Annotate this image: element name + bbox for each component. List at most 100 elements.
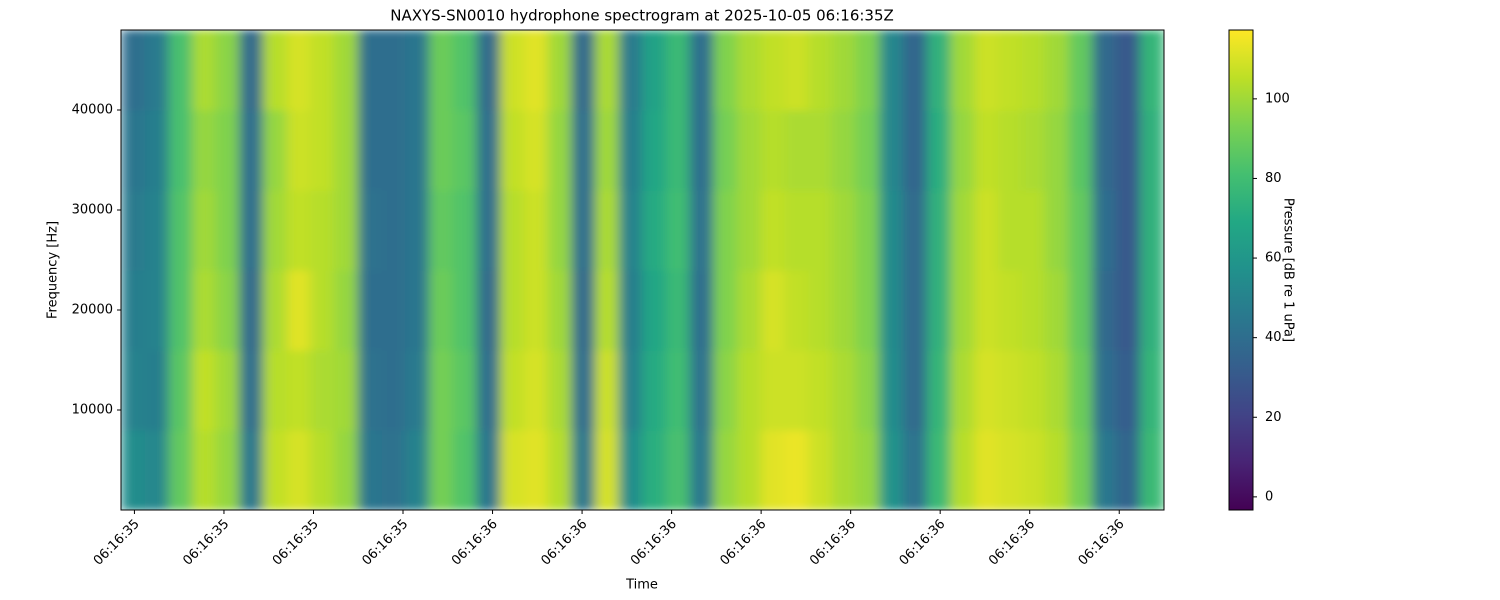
heatmap-cell <box>1068 270 1093 351</box>
heatmap-cell <box>523 30 549 111</box>
heatmap-cell <box>121 30 146 111</box>
heatmap-cell <box>784 190 809 271</box>
heatmap-cell <box>547 190 572 271</box>
heatmap-cell <box>239 430 264 510</box>
heatmap-cell <box>381 190 406 271</box>
heatmap-cell <box>357 190 383 271</box>
heatmap-cell <box>476 430 501 510</box>
heatmap-cell <box>452 350 478 431</box>
heatmap-cell <box>523 350 549 431</box>
heatmap-cell <box>1068 110 1093 191</box>
heatmap-cell <box>428 430 454 510</box>
heatmap-cell <box>1139 110 1164 191</box>
heatmap-cell <box>618 110 643 191</box>
x-tick-label: 06:16:36 <box>718 517 770 569</box>
heatmap-cell <box>215 190 240 271</box>
heatmap-cell <box>121 350 146 431</box>
x-tick-label: 06:16:35 <box>91 517 143 569</box>
heatmap-cell <box>334 30 359 111</box>
heatmap-cell <box>926 110 952 191</box>
heatmap-cell <box>642 30 667 111</box>
heatmap-cell <box>381 110 406 191</box>
heatmap-cell <box>405 270 430 351</box>
heatmap-cell <box>500 110 525 191</box>
heatmap-cell <box>452 270 478 351</box>
heatmap-cell <box>736 110 762 191</box>
heatmap-cell <box>1021 110 1046 191</box>
heatmap-cell <box>215 350 240 431</box>
heatmap-cell <box>831 430 857 510</box>
heatmap-cell <box>1116 110 1141 191</box>
heatmap-cell <box>144 110 170 191</box>
heatmap-cell <box>192 430 217 510</box>
heatmap-cell <box>595 430 620 510</box>
heatmap-cell <box>855 430 880 510</box>
colorbar-tick-label: 100 <box>1265 91 1290 106</box>
heatmap-cell <box>523 190 549 271</box>
heatmap-cell <box>452 30 478 111</box>
heatmap-cell <box>571 110 596 191</box>
heatmap-cell <box>950 430 975 510</box>
heatmap-cell <box>642 270 667 351</box>
heatmap-cell <box>1068 430 1093 510</box>
heatmap-cell <box>950 30 975 111</box>
heatmap-cell <box>286 30 311 111</box>
heatmap-cell <box>381 430 406 510</box>
heatmap-cell <box>168 350 193 431</box>
heatmap-cell <box>334 430 359 510</box>
heatmap-cell <box>262 30 288 111</box>
heatmap-cell <box>926 350 952 431</box>
heatmap-cell <box>121 110 146 191</box>
heatmap-cell <box>405 350 430 431</box>
heatmap-cell <box>879 350 904 431</box>
heatmap-cell <box>405 30 430 111</box>
heatmap-cell <box>713 190 738 271</box>
colorbar-label: Pressure [dB re 1 uPa] <box>1281 198 1296 342</box>
heatmap-cell <box>215 270 240 351</box>
chart-title: NAXYS-SN0010 hydrophone spectrogram at 2… <box>390 7 894 25</box>
heatmap-cell <box>310 350 335 431</box>
heatmap-cell <box>1092 350 1117 431</box>
y-tick-label: 30000 <box>72 203 113 218</box>
heatmap-cell <box>808 350 833 431</box>
heatmap-cell <box>428 190 454 271</box>
heatmap-cell <box>452 110 478 191</box>
y-tick-label: 10000 <box>72 403 113 418</box>
heatmap-cell <box>974 190 999 271</box>
heatmap-cell <box>1044 430 1070 510</box>
heatmap-cell <box>618 430 643 510</box>
heatmap-cell <box>926 430 952 510</box>
heatmap-cell <box>808 430 833 510</box>
heatmap-cell <box>476 110 501 191</box>
heatmap-cell <box>1044 190 1070 271</box>
heatmap-cell <box>665 270 691 351</box>
heatmap-cell <box>831 30 857 111</box>
heatmap-cell <box>760 350 786 431</box>
heatmap-cell <box>571 190 596 271</box>
heatmap-cell <box>500 30 525 111</box>
heatmap-cell <box>239 350 264 431</box>
heatmap-cell <box>831 350 857 431</box>
x-tick-label: 06:16:36 <box>1076 517 1128 569</box>
heatmap-cell <box>215 430 240 510</box>
heatmap-cell <box>855 110 880 191</box>
heatmap-cell <box>1116 30 1141 111</box>
heatmap-cell <box>736 190 762 271</box>
heatmap-cell <box>405 110 430 191</box>
heatmap-cell <box>997 350 1023 431</box>
heatmap-cell <box>784 110 809 191</box>
heatmap-cell <box>665 430 691 510</box>
heatmap-cell <box>760 270 786 351</box>
heatmap-cell <box>1021 30 1046 111</box>
heatmap-cell <box>760 430 786 510</box>
heatmap-cell <box>736 30 762 111</box>
heatmap-cell <box>903 350 928 431</box>
heatmap-cell <box>618 350 643 431</box>
colorbar-tick-label: 20 <box>1265 410 1282 425</box>
heatmap-cell <box>1139 30 1164 111</box>
heatmap-cell <box>523 110 549 191</box>
x-tick-label: 06:16:35 <box>359 517 411 569</box>
heatmap-cell <box>665 350 691 431</box>
heatmap-cell <box>500 190 525 271</box>
heatmap-cell <box>144 430 170 510</box>
